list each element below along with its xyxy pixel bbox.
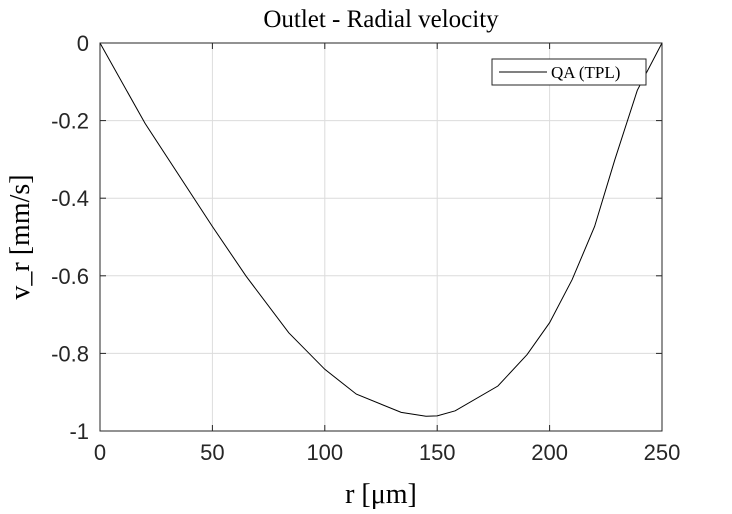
legend: QA (TPL) bbox=[491, 58, 647, 86]
series-line-qa-tpl bbox=[99, 42, 663, 417]
x-tick-label: 150 bbox=[419, 440, 456, 465]
y-tick-label: -0.6 bbox=[51, 264, 89, 289]
x-axis-label: r [μm] bbox=[345, 479, 417, 510]
x-tick-label: 50 bbox=[200, 440, 224, 465]
y-tick-label: -0.2 bbox=[51, 109, 89, 134]
y-tick-label: -0.8 bbox=[51, 341, 89, 366]
y-axis-label: v_r [mm/s] bbox=[5, 174, 36, 299]
plot-frame bbox=[99, 42, 663, 432]
x-tick-label: 250 bbox=[644, 440, 681, 465]
y-tick-label: 0 bbox=[77, 31, 89, 56]
y-tick-label: -1 bbox=[69, 419, 89, 444]
x-tick-label: 100 bbox=[306, 440, 343, 465]
x-tick-label: 200 bbox=[531, 440, 568, 465]
y-tick-label: -0.4 bbox=[51, 186, 89, 211]
x-tick-label: 0 bbox=[94, 440, 106, 465]
legend-entry: QA (TPL) bbox=[551, 63, 620, 82]
chart-title: Outlet - Radial velocity bbox=[263, 6, 499, 33]
